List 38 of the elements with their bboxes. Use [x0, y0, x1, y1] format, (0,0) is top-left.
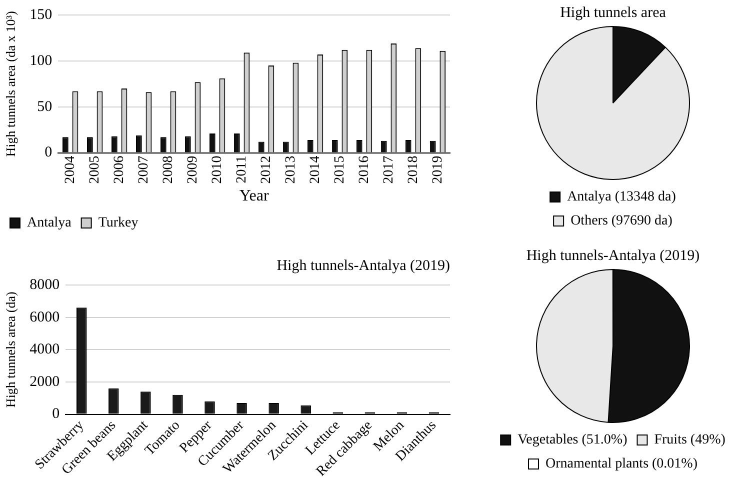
x-tick-label: 2017: [381, 156, 396, 184]
x-tick-label: 2008: [160, 156, 176, 184]
legend-label: Antalya (13348 da): [567, 190, 676, 205]
x-tick-label: 2009: [185, 156, 200, 184]
chart-title: High tunnels-Antalya (2019): [276, 258, 450, 274]
chart-title: High tunnels-Antalya (2019): [526, 248, 700, 264]
x-tick-label: 2007: [136, 156, 152, 184]
legend-label: Fruits (49%): [654, 432, 726, 448]
y-axis-title: High tunnels area (da): [3, 292, 18, 408]
x-tick-label: 2010: [210, 156, 225, 184]
y-tick-label: 100: [30, 52, 52, 69]
y-tick-label: 50: [37, 98, 52, 115]
y-axis-title: High tunnels area (da x 10³): [3, 11, 18, 157]
legend-label: Others (97690 da): [570, 214, 673, 229]
y-tick-label: 0: [52, 406, 60, 422]
x-tick-label: 2018: [406, 156, 421, 184]
x-tick-label: 2004: [63, 156, 78, 184]
x-tick-label: 2013: [283, 156, 298, 184]
x-tick-label: 2016: [356, 156, 372, 184]
legend-label: Turkey: [98, 216, 138, 231]
x-tick-label: 2011: [234, 156, 250, 184]
x-tick-label: 2005: [88, 156, 103, 184]
y-tick-label: 8000: [30, 276, 60, 293]
y-tick-label: 0: [44, 144, 52, 161]
x-tick-label: 2006: [112, 156, 128, 184]
x-tick-label: 2012: [258, 156, 274, 184]
y-tick-label: 2000: [30, 374, 60, 390]
legend-label: Antalya: [27, 216, 72, 231]
y-tick-label: 6000: [30, 309, 60, 326]
x-tick-label: 2015: [332, 156, 348, 184]
chart-title: High tunnels area: [560, 4, 666, 21]
x-tick-label: 2014: [308, 156, 323, 184]
legend-label: Vegetables (51.0%): [518, 432, 628, 448]
y-tick-label: 150: [30, 6, 52, 23]
x-tick-label: 2019: [430, 156, 446, 184]
legend-label: Ornamental plants (0.01%): [545, 456, 698, 472]
x-axis-title: Year: [239, 188, 270, 205]
y-tick-label: 4000: [30, 342, 60, 358]
